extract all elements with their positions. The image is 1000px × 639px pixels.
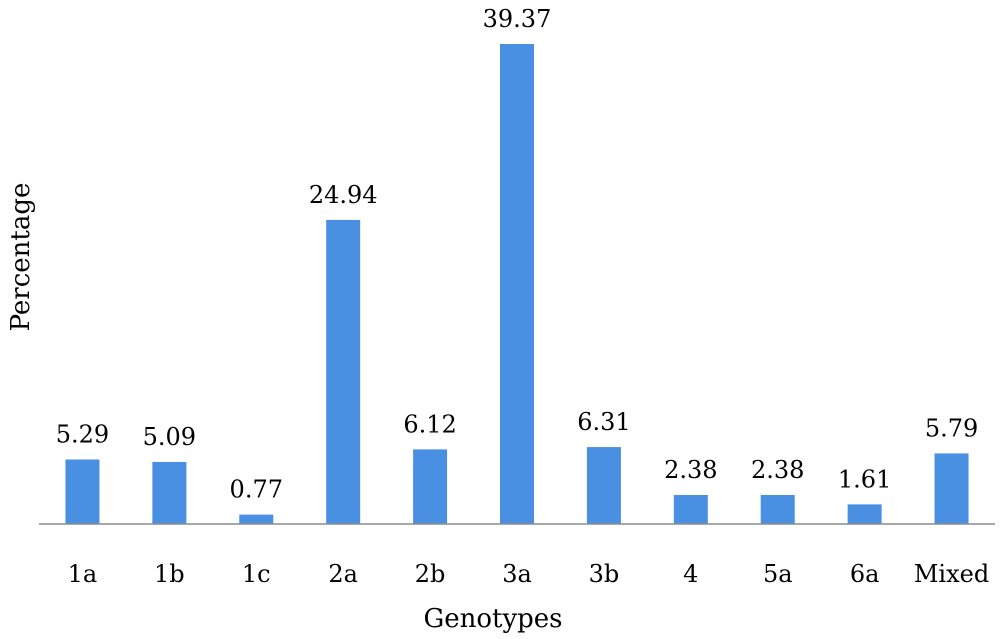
x-tick-label-6a: 6a	[850, 560, 880, 588]
value-label-3b: 6.31	[577, 408, 630, 436]
value-label-2a: 24.94	[309, 181, 378, 209]
bar-5a	[760, 494, 795, 524]
value-label-2b: 6.12	[403, 410, 456, 438]
value-label-5a: 2.38	[751, 456, 804, 484]
x-axis-title: Genotypes	[423, 604, 562, 634]
x-tick-label-3b: 3b	[589, 560, 620, 588]
value-labels-group: 5.29 5.09 0.77 24.94 6.12 39.37 6.31 2.38 2.38 1.…	[56, 5, 979, 504]
x-tick-label-5a: 5a	[763, 560, 793, 588]
bar-1a	[65, 459, 100, 524]
value-label-1a: 5.29	[56, 421, 109, 449]
x-tick-label-1b: 1b	[154, 560, 185, 588]
value-label-1c: 0.77	[230, 476, 283, 504]
x-tick-label-1c: 1c	[242, 560, 271, 588]
x-tick-labels-group: 1a 1b 1c 2a 2b 3a 3b 4 5a 6a Mixed	[68, 560, 990, 588]
value-label-6a: 1.61	[838, 465, 891, 493]
bar-2b	[413, 449, 448, 524]
x-tick-label-3a: 3a	[502, 560, 532, 588]
x-tick-label-mixed: Mixed	[914, 560, 989, 588]
bar-1c	[239, 514, 274, 524]
bar-mixed	[934, 453, 969, 524]
value-label-1b: 5.09	[143, 423, 196, 451]
bars-group	[65, 44, 969, 524]
value-label-3a: 39.37	[483, 5, 552, 33]
x-tick-label-4: 4	[683, 560, 698, 588]
bar-2a	[326, 219, 361, 524]
bar-3a	[500, 44, 534, 524]
x-tick-label-2a: 2a	[328, 560, 358, 588]
x-tick-label-2b: 2b	[415, 560, 446, 588]
value-label-4: 2.38	[664, 456, 717, 484]
value-label-mixed: 5.79	[925, 414, 978, 442]
y-axis-title: Percentage	[6, 183, 36, 332]
bar-1b	[152, 461, 187, 524]
bar-6a	[847, 504, 882, 524]
bar-3b	[586, 447, 621, 524]
x-tick-label-1a: 1a	[68, 560, 98, 588]
bar-4	[673, 494, 708, 524]
